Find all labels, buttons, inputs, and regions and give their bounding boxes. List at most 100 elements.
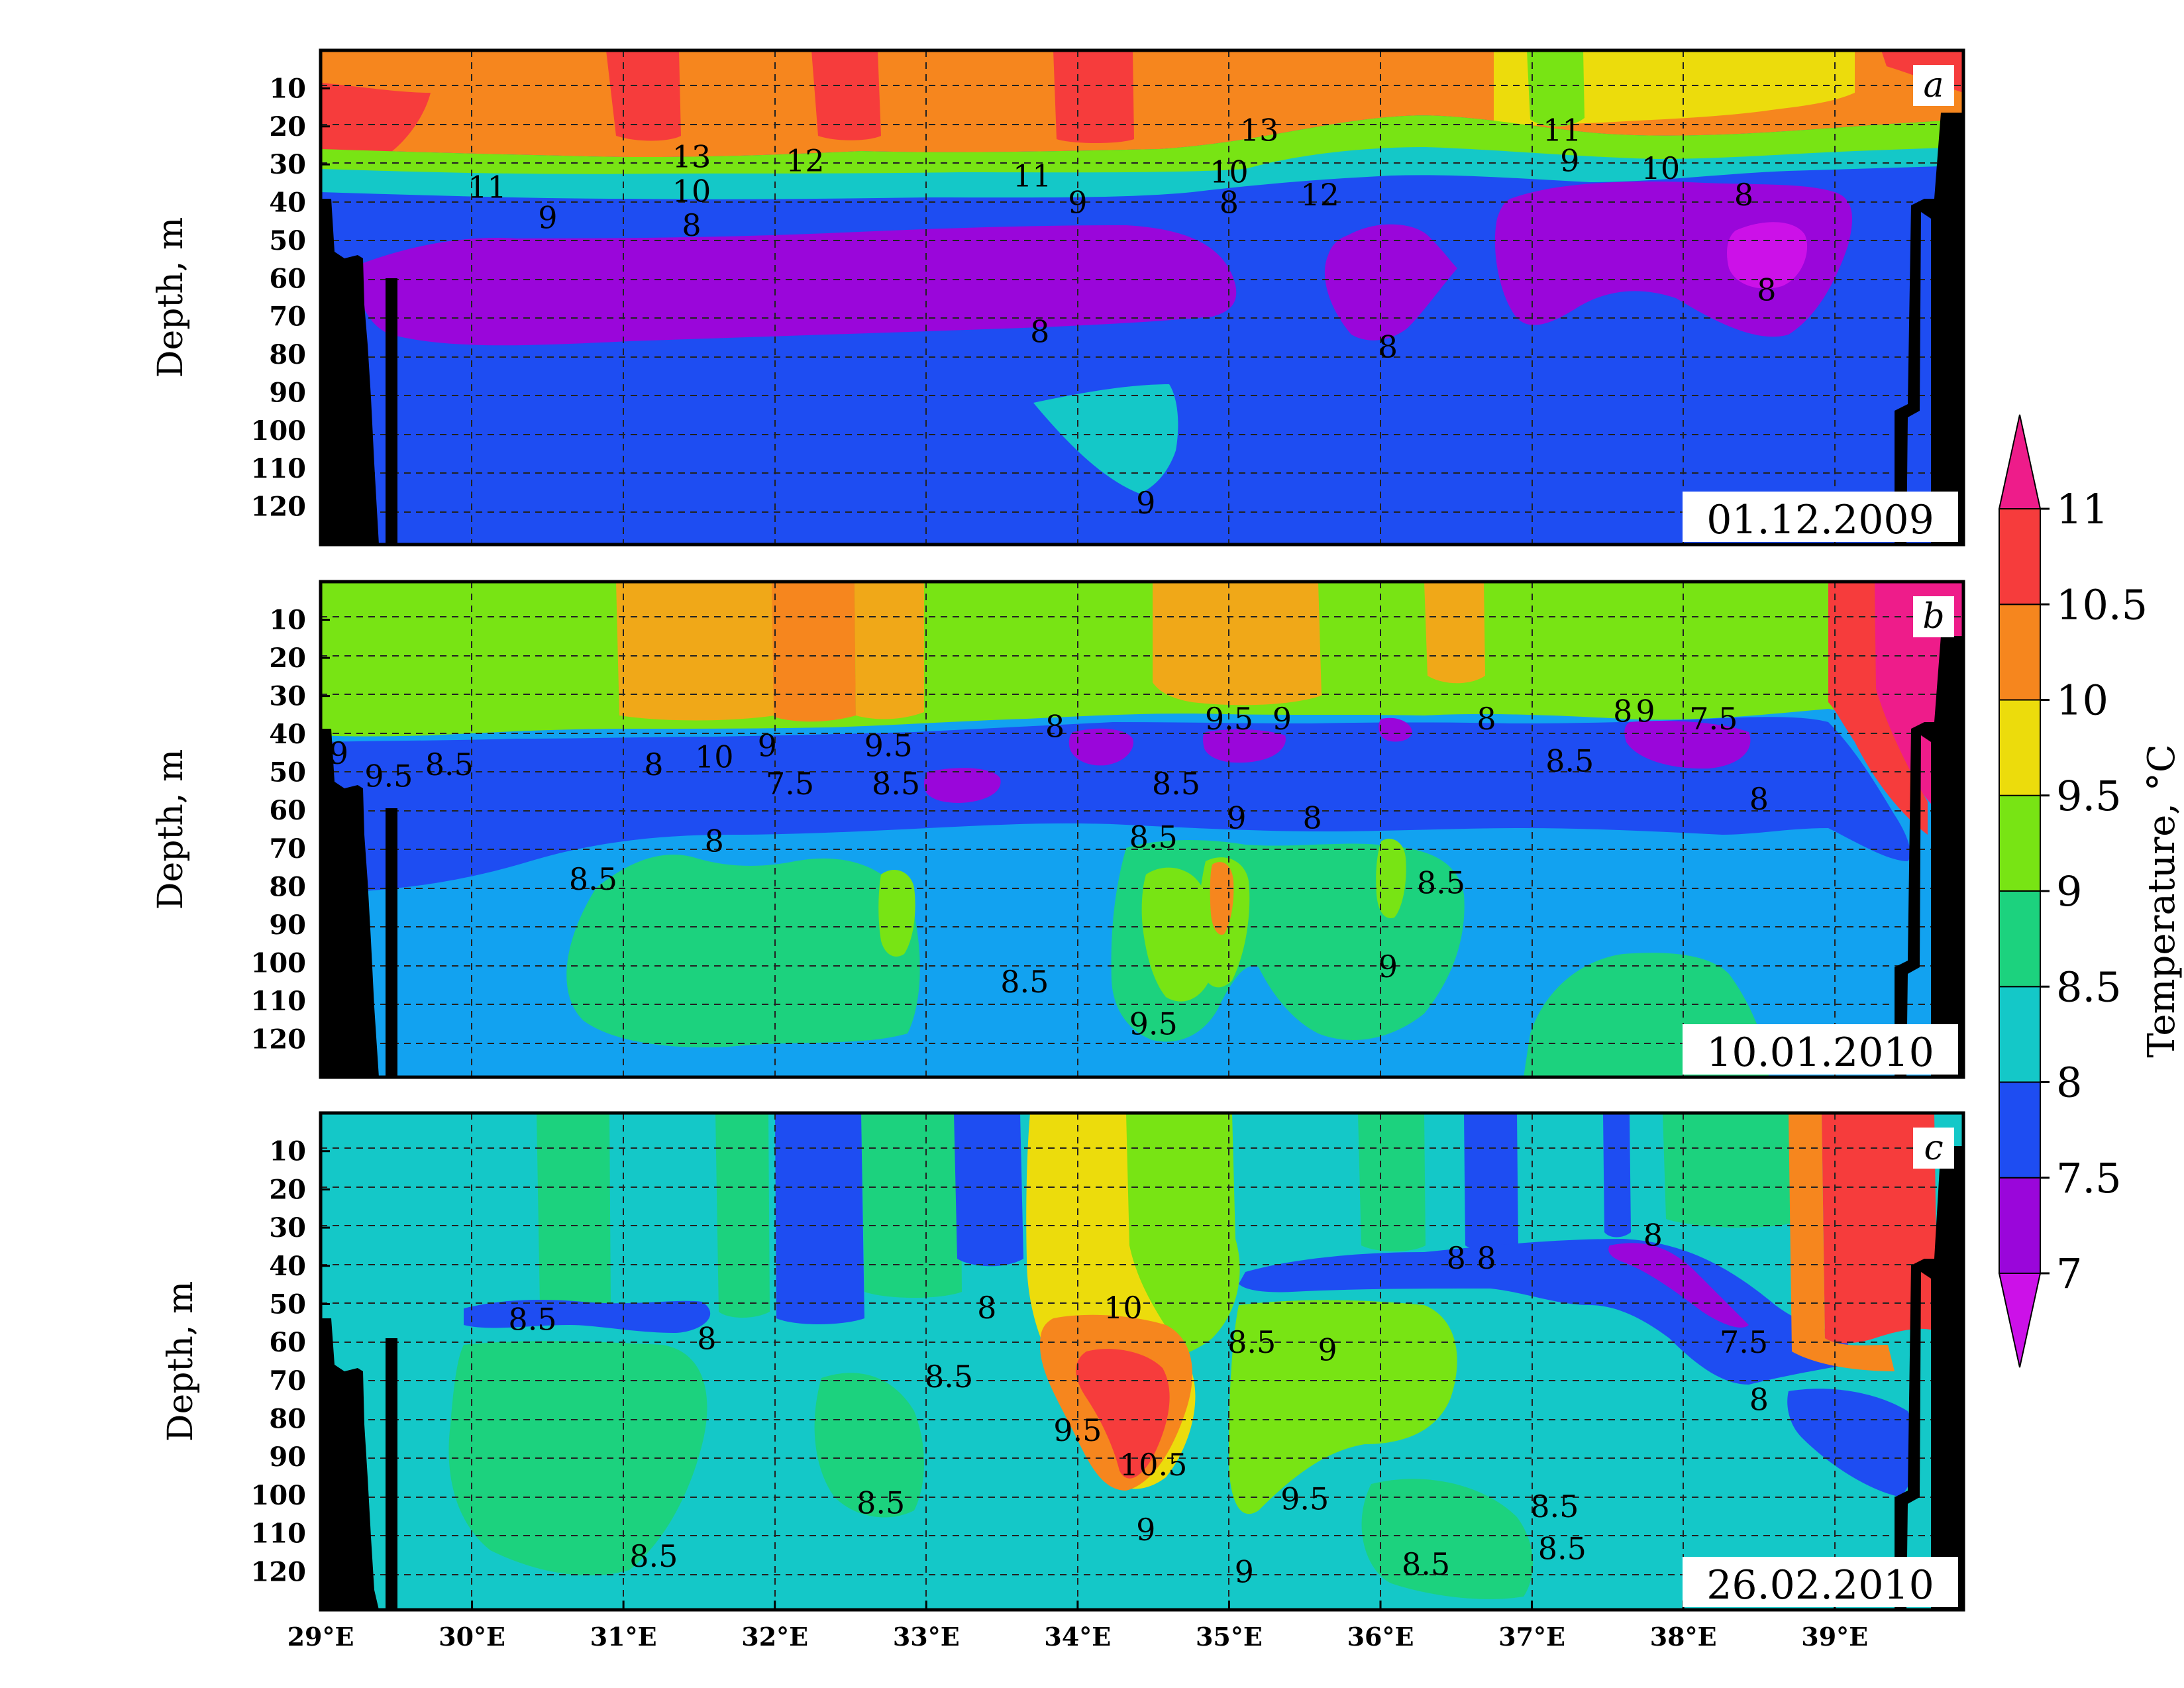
contour-label: 9 xyxy=(1235,1554,1254,1589)
colorbar-tick-label: 8.5 xyxy=(2056,963,2122,1011)
contour-label: 8.5 xyxy=(1545,743,1594,778)
y-tick-label: 60 xyxy=(269,263,306,294)
contour-label: 7.5 xyxy=(1720,1324,1768,1360)
contour-label: 9 xyxy=(1136,1512,1155,1548)
y-tick-label: 120 xyxy=(251,492,307,523)
panel-a-bathymetry-east xyxy=(1895,113,1963,545)
contour-label: 8.5 xyxy=(1227,1324,1276,1360)
contour-label: 8.5 xyxy=(425,747,474,782)
panel-c-purple-strip xyxy=(1608,1243,1749,1328)
panel-a-frame xyxy=(319,48,1965,547)
panel-b-green-small xyxy=(878,869,915,957)
panel-a-ylabel: Depth, m xyxy=(151,217,191,378)
panel-c-ylabel: Depth, m xyxy=(161,1281,201,1442)
contour-label: 8.5 xyxy=(1129,819,1178,855)
contour-label: 8 xyxy=(1749,1382,1769,1418)
contour-label: 9 xyxy=(329,735,348,771)
panel-c-frame xyxy=(319,1111,1965,1612)
y-tick-label: 100 xyxy=(251,947,307,978)
y-tick-label: 80 xyxy=(269,339,306,370)
panel-b-cold-band xyxy=(321,717,1910,891)
panel-b-green-lower-1 xyxy=(566,855,920,1047)
panel-c-letter: c xyxy=(1924,1128,1943,1168)
contour-label: 8.5 xyxy=(1530,1489,1579,1524)
colorbar-under-arrow xyxy=(1998,1273,2042,1368)
panel-b-orange-1 xyxy=(616,582,775,721)
y-tick-label: 90 xyxy=(269,910,306,941)
contour-label: 8 xyxy=(697,1320,716,1356)
contour-label: 13 xyxy=(672,139,711,175)
x-tick-label: 33°E xyxy=(893,1622,960,1652)
contour-label: 8 xyxy=(1613,694,1632,729)
contour-label: 9 xyxy=(1378,949,1398,984)
panel-b-letter-box xyxy=(1913,596,1954,637)
colorbar-tick-label: 10.5 xyxy=(2056,580,2148,629)
panel-c-green-column-5 xyxy=(1663,1113,1805,1228)
y-tick-label: 120 xyxy=(251,1024,307,1055)
panel-c-bathymetry-ridge xyxy=(386,1338,397,1610)
colorbar-bin xyxy=(1999,1177,2041,1274)
y-tick-label: 110 xyxy=(251,986,307,1017)
panel-c-green-column-4 xyxy=(1358,1113,1426,1251)
colorbar-title: Temperature, °C xyxy=(2140,744,2183,1057)
contour-label: 7.5 xyxy=(766,766,814,802)
panel-a-gridlines xyxy=(321,50,1963,545)
contour-label: 8 xyxy=(682,207,701,243)
y-tick-label: 50 xyxy=(269,757,306,788)
y-tick-label: 50 xyxy=(269,225,306,256)
contour-label: 8 xyxy=(1045,709,1065,745)
panel-b-orange-2 xyxy=(772,582,856,722)
panel-b-orange-3 xyxy=(855,582,924,719)
y-tick-label: 20 xyxy=(269,1174,306,1205)
contour-label: 10 xyxy=(1641,150,1681,186)
contour-label: 9.5 xyxy=(1053,1412,1102,1448)
panel-b-cold-patch-2 xyxy=(1202,729,1286,763)
contour-label: 12 xyxy=(1300,177,1339,213)
contour-label: 11 xyxy=(1543,113,1582,148)
x-tick-label: 30°E xyxy=(439,1622,505,1652)
contour-label: 12 xyxy=(786,142,825,178)
contour-label: 8.5 xyxy=(857,1485,905,1520)
panel-c-blue-column-1 xyxy=(775,1113,864,1324)
panel-a-warm-core-4 xyxy=(1053,50,1134,143)
contour-label: 8 xyxy=(1030,314,1049,350)
panel-c-red-core xyxy=(1076,1349,1170,1479)
panel-a-letter: a xyxy=(1923,66,1944,105)
contour-label: 10.5 xyxy=(1119,1447,1187,1483)
panel-c-letter-box xyxy=(1913,1128,1954,1169)
contour-label: 9.5 xyxy=(864,727,913,763)
contour-label: 9 xyxy=(758,727,777,763)
panel-c-yticks: 10 20 30 40 50 60 70 80 90 100 110 120 xyxy=(251,1136,330,1587)
panel-c-orange-east xyxy=(1789,1113,1895,1371)
colorbar-over-arrow xyxy=(1998,414,2042,509)
panel-b-orange-4 xyxy=(1153,582,1322,706)
panel-a-warm-core-3 xyxy=(811,50,881,140)
panel-a-cold-core-mid xyxy=(1324,224,1457,341)
panel-a-green-tongue xyxy=(1527,50,1585,127)
panel-b-frame xyxy=(319,580,1965,1079)
colorbar-tick-label: 10 xyxy=(2056,676,2108,725)
x-tick-label: 29°E xyxy=(287,1622,354,1652)
colorbar-bin xyxy=(1999,508,2041,606)
contour-label: 9 xyxy=(1560,142,1579,178)
contour-label: 8 xyxy=(1757,272,1776,308)
y-tick-label: 70 xyxy=(269,1365,306,1397)
contour-label: 9 xyxy=(1136,485,1155,521)
contour-label: 8 xyxy=(1643,1218,1663,1253)
x-tick-label: 32°E xyxy=(741,1622,808,1652)
contour-label: 8.5 xyxy=(925,1359,973,1395)
panel-c-blue-column-4 xyxy=(1603,1113,1631,1238)
contour-label: 8.5 xyxy=(1152,766,1200,802)
panel-b-yticks: 10 20 30 40 50 60 70 80 90 100 110 120 xyxy=(251,605,330,1055)
colorbar: 7 7.5 8 8.5 9 9.5 10 10.5 11 xyxy=(1998,414,2148,1368)
contour-label: 8.5 xyxy=(1402,1546,1450,1582)
colorbar-bin xyxy=(1999,699,2041,796)
colorbar-bin xyxy=(1999,1081,2041,1179)
contour-label: 8 xyxy=(705,823,724,859)
panel-a-letter-box xyxy=(1913,65,1954,106)
panel-c-blue-lower-east xyxy=(1787,1389,1917,1497)
panel-c-green-lower-mid xyxy=(814,1373,924,1518)
contour-label: 9 xyxy=(1068,185,1087,221)
